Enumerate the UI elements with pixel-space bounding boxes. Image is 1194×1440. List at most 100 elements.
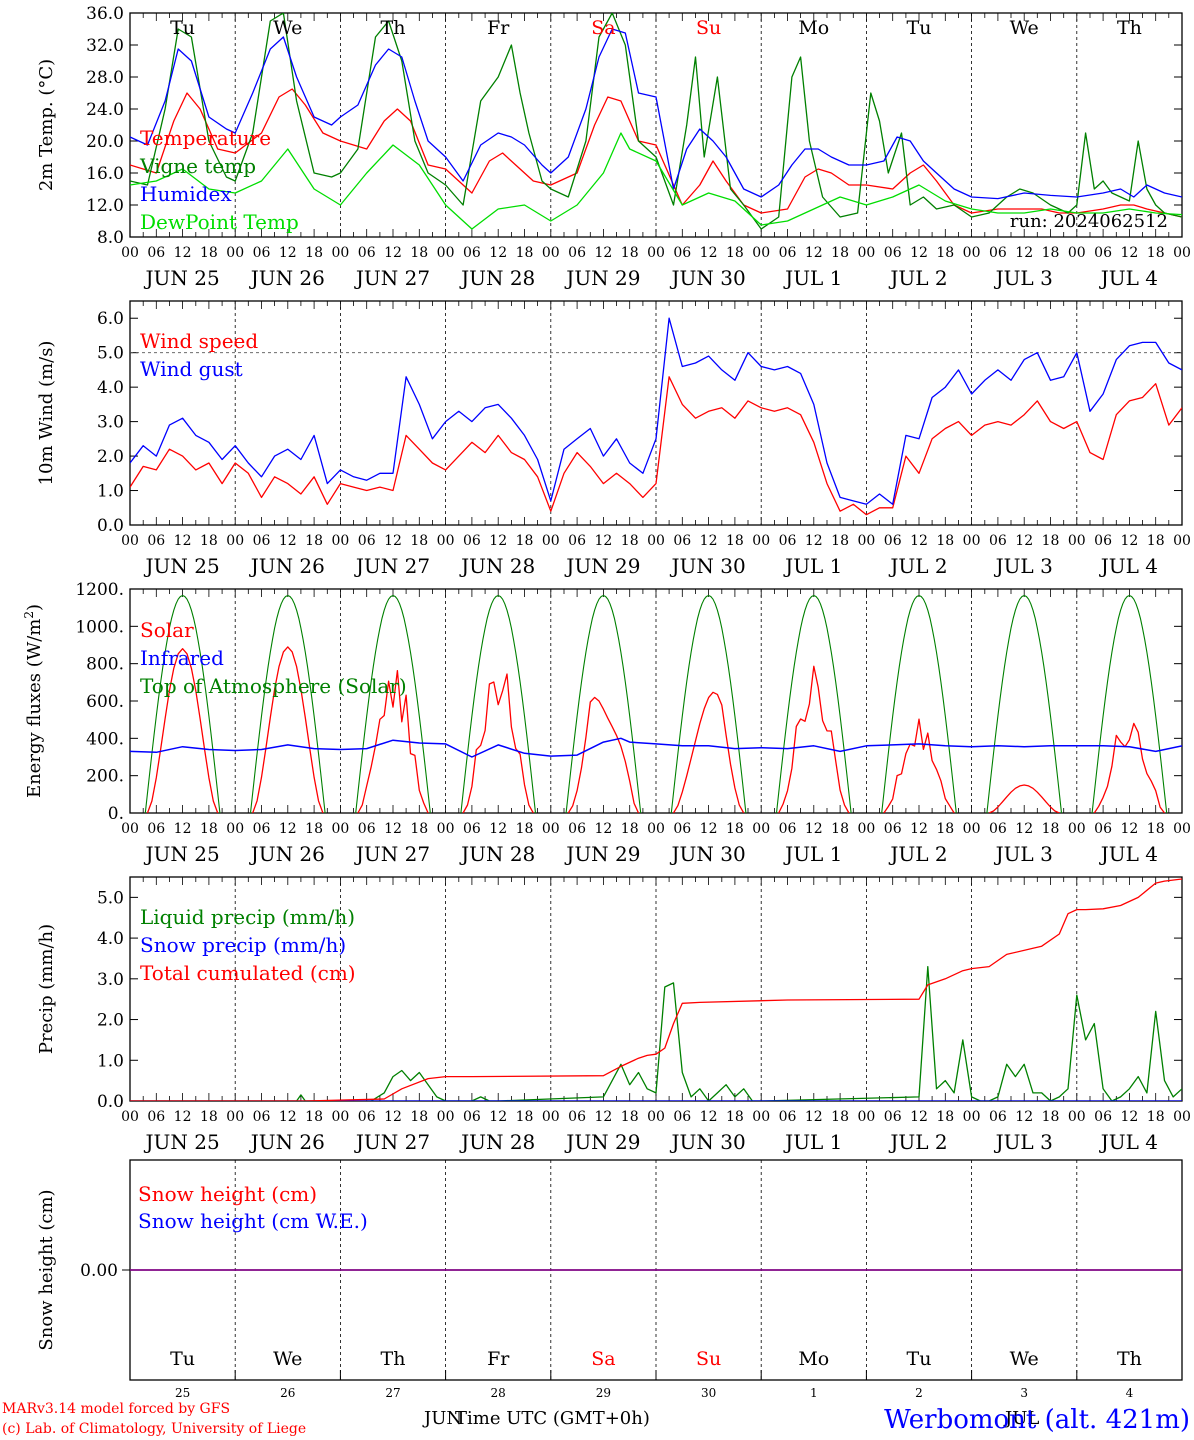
hour-tick-label: 18 xyxy=(305,1109,323,1125)
date-label: JUN 30 xyxy=(670,554,746,578)
hour-tick-label: 12 xyxy=(384,245,402,261)
toa-solar-curve xyxy=(775,594,852,813)
date-label: JUL 1 xyxy=(783,842,842,866)
hour-tick-label: 12 xyxy=(489,1109,507,1125)
y-axis-label: Precip (mm/h) xyxy=(36,924,57,1054)
hour-tick-label: 12 xyxy=(805,533,823,549)
hour-tick-label: 00 xyxy=(437,533,455,549)
hour-tick-label: 12 xyxy=(489,245,507,261)
date-label: JUN 25 xyxy=(144,1130,220,1154)
hour-tick-label: 00 xyxy=(752,245,770,261)
hour-tick-label: 18 xyxy=(726,821,744,837)
hour-tick-label: 06 xyxy=(568,245,586,261)
y-tick-label: 4.0 xyxy=(97,378,124,398)
hour-tick-label: 12 xyxy=(1015,245,1033,261)
solar-curve xyxy=(252,646,324,813)
hour-tick-label: 00 xyxy=(226,533,244,549)
hour-tick-label: 06 xyxy=(463,1109,481,1125)
toa-solar-curve xyxy=(355,594,431,813)
legend-item: Top of Atmosphere (Solar) xyxy=(140,674,407,698)
toa-solar-curve xyxy=(565,594,642,813)
hour-tick-label: 00 xyxy=(752,821,770,837)
hour-tick-label: 06 xyxy=(253,533,271,549)
hour-tick-label: 12 xyxy=(174,821,192,837)
solar-curve xyxy=(462,673,534,813)
hour-tick-label: 00 xyxy=(963,821,981,837)
hour-tick-label: 12 xyxy=(1120,821,1138,837)
hour-tick-label: 12 xyxy=(805,821,823,837)
hour-tick-label: 00 xyxy=(542,1109,560,1125)
x-minor-ticks xyxy=(129,877,1183,1101)
hour-tick-label: 12 xyxy=(700,1109,718,1125)
hour-tick-label: 18 xyxy=(200,533,218,549)
y-axis-label-sup: 2 xyxy=(22,611,36,619)
weekday-label: Th xyxy=(1117,17,1142,39)
hour-tick-label: 00 xyxy=(647,1109,665,1125)
hour-tick-label: 12 xyxy=(174,533,192,549)
hour-tick-label: 00 xyxy=(963,533,981,549)
hour-tick-label: 00 xyxy=(857,533,875,549)
hour-tick-label: 06 xyxy=(779,245,797,261)
hour-tick-label: 12 xyxy=(489,533,507,549)
hour-tick-label: 00 xyxy=(647,821,665,837)
legend-item: Infrared xyxy=(140,646,224,670)
legend-item: Snow precip (mm/h) xyxy=(140,933,346,957)
hour-tick-label: 00 xyxy=(647,533,665,549)
hour-tick-label: 06 xyxy=(463,245,481,261)
hour-tick-label: 12 xyxy=(910,821,928,837)
y-tick-label: 4.0 xyxy=(97,929,124,949)
day-number: 2 xyxy=(915,1386,923,1400)
y-tick-label: 16.0 xyxy=(86,164,124,184)
date-label: JUN 25 xyxy=(144,266,220,290)
panel-energy: 0. 200. 400. 600. 800. 1000. 1200. Energy fluxe… xyxy=(22,580,1191,866)
hour-tick-label: 18 xyxy=(1042,533,1060,549)
hour-tick-label: 06 xyxy=(884,533,902,549)
hour-tick-label: 18 xyxy=(621,1109,639,1125)
legend-item: Snow height (cm) xyxy=(138,1182,317,1206)
date-label: JUL 1 xyxy=(783,1130,842,1154)
hour-tick-label: 06 xyxy=(463,533,481,549)
hour-tick-label: 06 xyxy=(253,821,271,837)
run-label: run: 2024062512 xyxy=(1010,211,1168,232)
hour-tick-label: 18 xyxy=(936,533,954,549)
hour-tick-label: 00 xyxy=(226,245,244,261)
panel-wind: 0.0 1.0 2.0 3.0 4.0 5.0 6.0 10m Wind (m/s) 00 06 1… xyxy=(36,300,1191,578)
hour-tick-label: 06 xyxy=(358,821,376,837)
hour-tick-label: 00 xyxy=(752,1109,770,1125)
weekday-label: We xyxy=(1010,1348,1039,1370)
panel-temperature: 8.0 12.0 16.0 20.0 24.0 28.0 32.0 36.0 2m Temp. … xyxy=(36,4,1191,290)
legend-item: Total cumulated (cm) xyxy=(140,961,356,985)
hour-tick-label: 00 xyxy=(331,821,349,837)
weekday-label: Su xyxy=(696,1348,721,1370)
hour-tick-label: 12 xyxy=(489,821,507,837)
hour-tick-label: 18 xyxy=(831,821,849,837)
hour-tick-label: 00 xyxy=(542,245,560,261)
toa-solar-curve xyxy=(1091,594,1168,813)
date-label: JUN 26 xyxy=(249,266,325,290)
hour-tick-label: 12 xyxy=(279,1109,297,1125)
hour-tick-label: 00 xyxy=(1068,1109,1086,1125)
date-label: JUN 28 xyxy=(459,842,535,866)
hour-tick-label: 00 xyxy=(857,1109,875,1125)
hour-tick-label: 12 xyxy=(594,821,612,837)
hour-tick-label: 00 xyxy=(963,1109,981,1125)
date-label: JUL 3 xyxy=(994,266,1053,290)
series-temperature xyxy=(130,88,1182,218)
hour-tick-label: 18 xyxy=(1147,245,1165,261)
date-label: JUN 26 xyxy=(249,554,325,578)
hour-tick-label: 18 xyxy=(726,245,744,261)
hour-tick-label: 06 xyxy=(989,1109,1007,1125)
hour-tick-label: 12 xyxy=(1015,1109,1033,1125)
date-label: JUL 2 xyxy=(888,554,947,578)
hour-tick-label: 00 xyxy=(1173,821,1191,837)
hour-tick-label: 12 xyxy=(174,1109,192,1125)
hour-tick-label: 18 xyxy=(936,1109,954,1125)
solar-curve xyxy=(672,691,745,813)
hour-tick-label: 18 xyxy=(410,821,428,837)
series-group xyxy=(130,594,1182,813)
hour-tick-label: 06 xyxy=(147,533,165,549)
hour-tick-label: 00 xyxy=(331,1109,349,1125)
y-tick-label: 400. xyxy=(86,729,124,749)
hour-tick-label: 18 xyxy=(305,821,323,837)
date-label: JUN 30 xyxy=(670,266,746,290)
